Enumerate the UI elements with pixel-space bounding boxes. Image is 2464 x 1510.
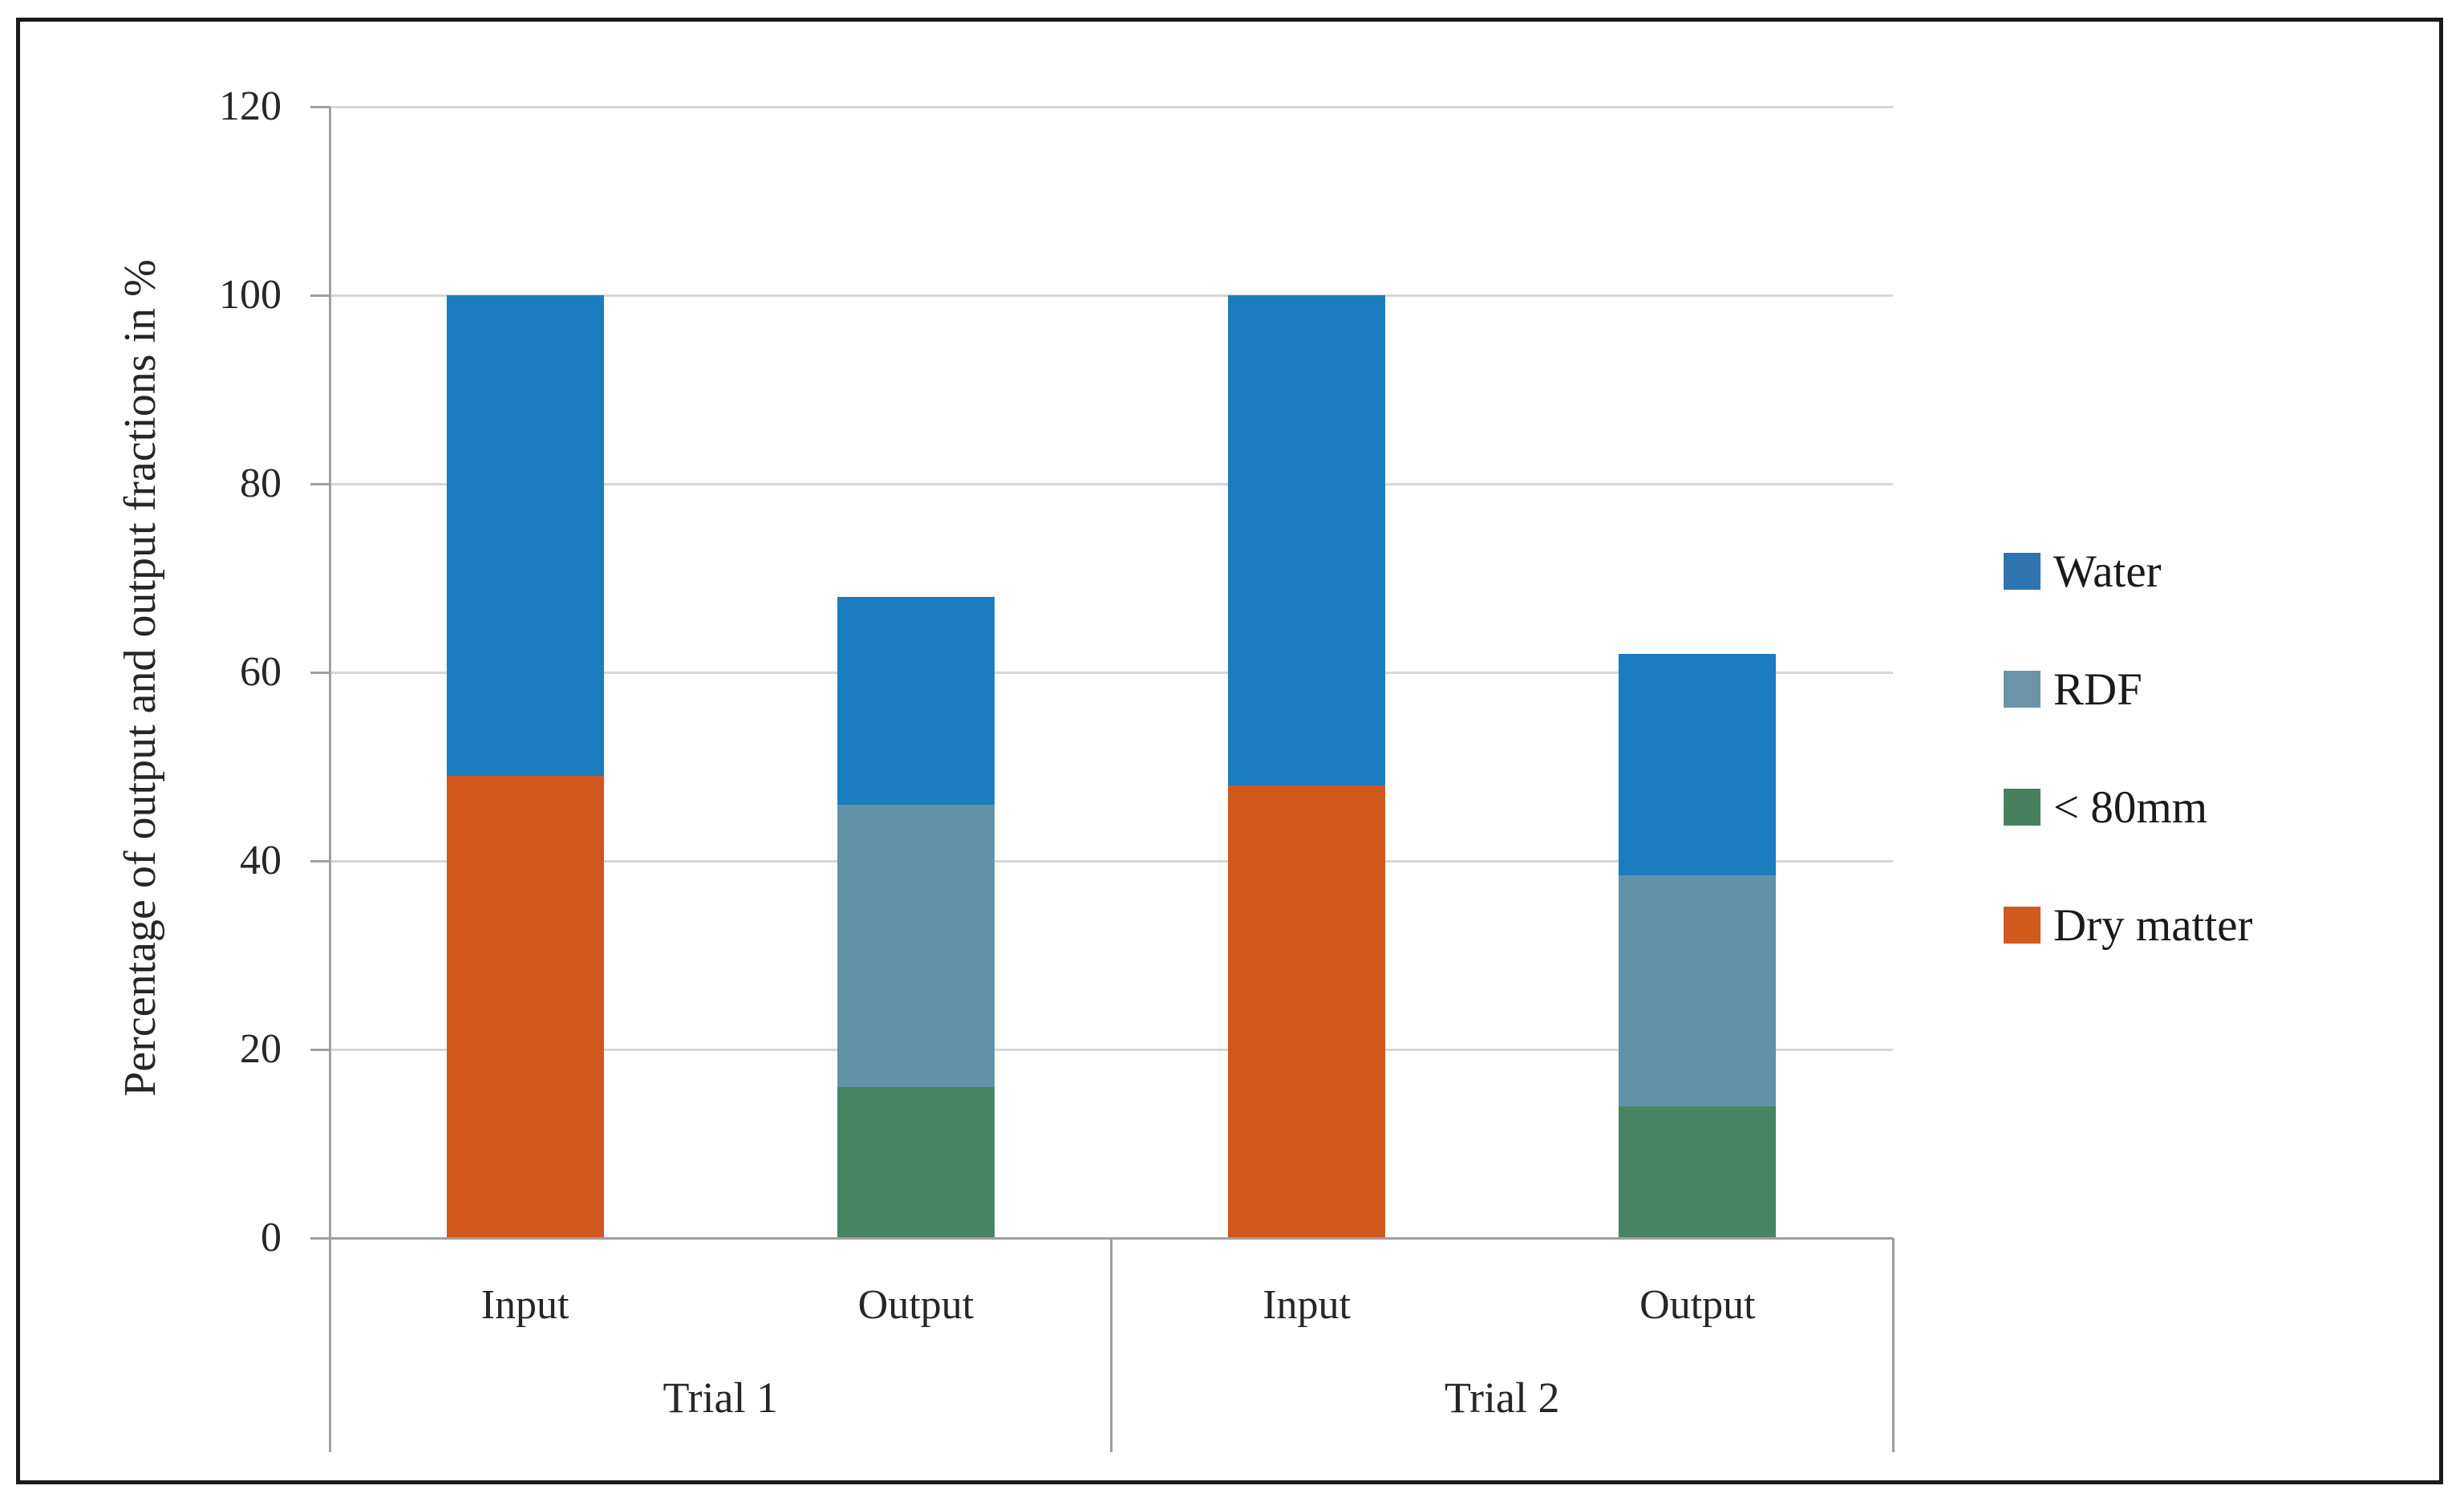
y-tick-mark [310,294,330,297]
legend-item: RDF [2004,654,2142,725]
bar-segment-rdf [1619,875,1777,1106]
category-label: Output [1639,1282,1756,1328]
y-tick-mark [310,482,330,485]
legend-swatch--80mm [2004,789,2040,826]
category-label: Input [1262,1282,1351,1328]
y-tick-mark [310,1236,330,1240]
y-tick-label: 80 [240,461,282,506]
y-tick-mark [310,105,330,108]
y-axis-line [328,107,331,1452]
bar-segment--80mm [837,1087,995,1238]
category-divider [1891,1238,1895,1452]
bar-segment-water [1228,295,1386,785]
legend-item: Dry matter [2004,890,2252,960]
category-label: Input [480,1282,569,1328]
y-tick-mark [310,671,330,674]
y-tick-label: 20 [240,1026,282,1072]
legend-label: Water [2053,546,2162,597]
figure-border [16,18,2443,1484]
y-tick-label: 100 [219,272,282,318]
legend-swatch-rdf [2004,671,2040,708]
legend-label: Dry matter [2053,899,2253,951]
legend-item: < 80mm [2004,772,2207,842]
category-divider [1110,1238,1112,1452]
bar-segment-dry-matter [1228,785,1386,1238]
y-gridline [330,1048,1893,1051]
bar-segment-water [1619,653,1777,875]
legend-label: RDF [2053,664,2142,715]
category-label: Output [857,1282,975,1328]
bar-segment-water [837,597,995,805]
bar-segment-dry-matter [446,776,604,1238]
legend-label: < 80mm [2053,781,2208,833]
bar-segment-rdf [837,804,995,1087]
y-tick-mark [310,859,330,863]
legend-swatch-dry-matter [2004,907,2040,944]
y-gridline [330,671,1893,674]
bar-segment-water [446,295,604,777]
y-tick-label: 120 [219,83,282,129]
group-label: Trial 1 [663,1374,779,1422]
y-gridline [330,482,1893,485]
y-tick-label: 60 [240,649,282,695]
y-tick-label: 40 [240,838,282,883]
legend-swatch-water [2004,553,2040,590]
y-gridline [330,294,1893,297]
y-tick-mark [310,1048,330,1051]
y-gridline [330,859,1893,863]
y-tick-label: 0 [261,1215,282,1260]
y-gridline [330,105,1893,108]
legend-item: Water [2004,536,2162,607]
bar-segment--80mm [1619,1106,1777,1238]
group-label: Trial 2 [1444,1374,1560,1422]
